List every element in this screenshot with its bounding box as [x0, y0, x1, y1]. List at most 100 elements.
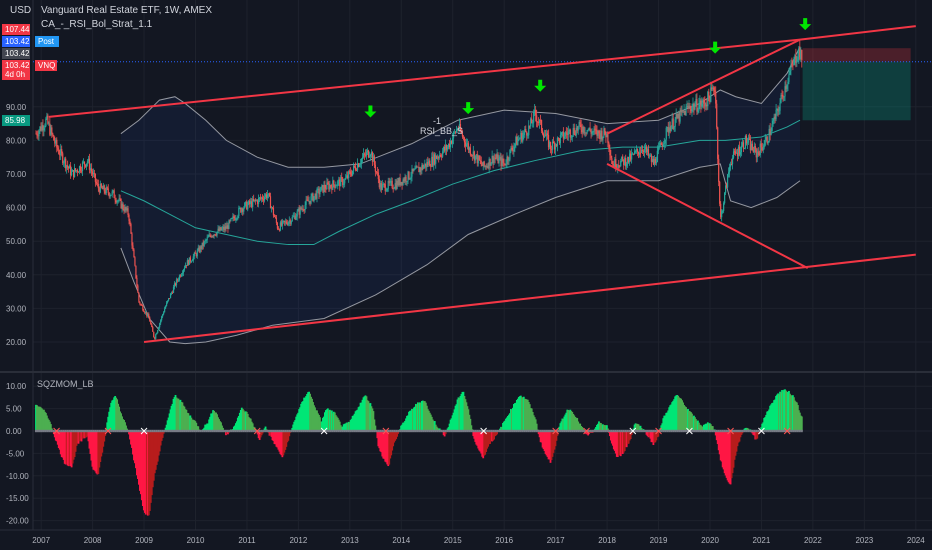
squeeze-dot [145, 429, 148, 433]
momentum-bar [187, 413, 190, 432]
squeeze-dot [628, 429, 631, 433]
squeeze-dot [701, 429, 704, 433]
candle-body [473, 151, 475, 161]
momentum-bar [41, 408, 43, 432]
momentum-bar [624, 431, 627, 448]
squeeze-dot [511, 429, 514, 433]
candle-body [548, 141, 551, 148]
sub-pane-label[interactable]: SQZMOM_LB [37, 379, 94, 389]
momentum-bar [324, 412, 326, 432]
currency-label[interactable]: USD [10, 5, 32, 16]
candle-body [123, 209, 125, 212]
candle-body [647, 149, 650, 156]
momentum-bar [663, 415, 666, 432]
candle-body [58, 149, 60, 154]
momentum-bar [727, 431, 730, 483]
candle-body [183, 267, 186, 270]
squeeze-dot [529, 429, 532, 433]
momentum-bar [354, 411, 357, 432]
momentum-bar [580, 425, 583, 432]
trendline [606, 38, 801, 135]
momentum-bar [327, 410, 330, 432]
candle-body [298, 209, 300, 215]
momentum-bar [131, 431, 133, 448]
momentum-bar [244, 411, 247, 432]
symbol-title[interactable]: Vanguard Real Estate ETF, 1W, AMEX [41, 5, 213, 16]
momentum-bar [443, 431, 446, 437]
squeeze-dot [393, 429, 396, 433]
squeeze-dot [561, 429, 564, 433]
momentum-bar [99, 431, 102, 462]
squeeze-dot [35, 429, 37, 433]
candle-body [279, 222, 281, 231]
squeeze-dot [228, 429, 231, 433]
momentum-bar [602, 424, 604, 432]
candle-body [138, 292, 140, 302]
squeeze-dot [317, 429, 320, 433]
momentum-bar [409, 410, 411, 432]
candle-body [712, 87, 714, 90]
momentum-bar [358, 406, 361, 432]
candle-body [353, 165, 356, 167]
momentum-bar [190, 417, 193, 432]
candle-body [623, 159, 625, 166]
squeeze-dot [399, 429, 402, 433]
momentum-bar [69, 431, 72, 467]
squeeze-dot [104, 429, 107, 433]
momentum-bar [422, 401, 425, 432]
momentum-bar [482, 431, 485, 459]
momentum-bar [80, 431, 83, 442]
momentum-bar [595, 427, 597, 432]
momentum-bar [427, 410, 430, 432]
momentum-bar [402, 422, 404, 432]
momentum-bar [788, 390, 790, 432]
candle-body [630, 153, 632, 160]
momentum-bar [473, 431, 476, 439]
candle-body [641, 149, 644, 151]
candle-body [560, 132, 562, 136]
momentum-bar [432, 421, 435, 432]
candle-body [721, 211, 723, 218]
momentum-bar [574, 416, 577, 432]
squeeze-dot [715, 429, 718, 433]
momentum-bar [545, 431, 548, 456]
candle-body [188, 257, 190, 265]
squeeze-dot [507, 429, 510, 433]
momentum-bar [70, 431, 73, 468]
momentum-bar [414, 406, 416, 432]
candle-body [72, 170, 75, 177]
momentum-bar [673, 399, 676, 432]
candle-body [43, 128, 45, 131]
momentum-bar [637, 424, 640, 432]
momentum-bar [769, 405, 772, 432]
candle-body [618, 165, 620, 167]
momentum-bar [491, 431, 494, 442]
candle-body [395, 183, 397, 189]
candle-body [679, 109, 681, 122]
candle-body [441, 156, 443, 158]
squeeze-dot [484, 429, 487, 433]
candle-body [613, 164, 615, 168]
candle-body [545, 133, 548, 136]
candle-body [313, 196, 315, 202]
momentum-bar [428, 412, 431, 432]
candle-body [136, 277, 138, 286]
study-name[interactable]: CA_-_RSI_Bol_Strat_1.1 [41, 19, 153, 30]
squeeze-dot [211, 429, 214, 433]
momentum-bar [222, 427, 224, 432]
squeeze-dot [343, 429, 346, 433]
momentum-bar [524, 398, 527, 432]
momentum-bar [472, 431, 475, 437]
momentum-bar [600, 423, 602, 432]
candle-body [474, 155, 476, 161]
momentum-bar [667, 410, 670, 432]
momentum-bar [784, 389, 786, 432]
squeeze-dot [187, 429, 190, 433]
squeeze-dot [670, 429, 673, 433]
candle-body [194, 252, 196, 254]
momentum-bar [87, 431, 90, 442]
momentum-bar [62, 431, 65, 460]
candle-body [380, 183, 382, 190]
squeeze-dot [258, 429, 261, 433]
candle-body [628, 156, 630, 163]
